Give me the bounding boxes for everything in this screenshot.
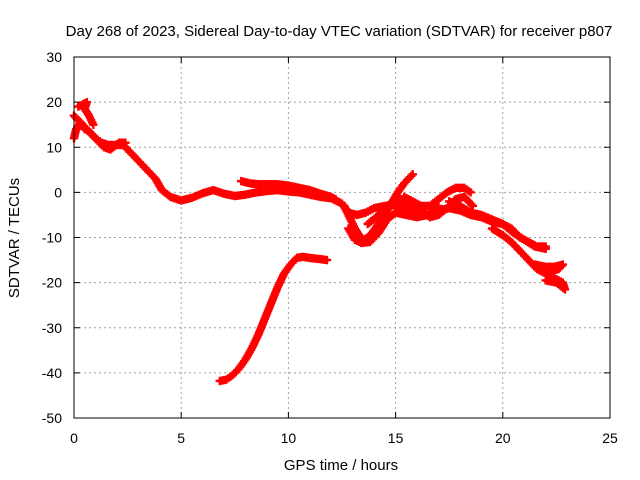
- plot-frame: [73, 56, 611, 419]
- data-point: [89, 120, 98, 129]
- series-upper-band: [237, 176, 340, 204]
- series-early-scatter: [69, 118, 130, 154]
- data-point: [408, 170, 417, 179]
- y-tick-label: -50: [42, 410, 62, 426]
- y-tick-label: -10: [42, 230, 62, 246]
- x-tick-label: 20: [495, 430, 511, 446]
- data-points: [69, 97, 570, 386]
- grid: [74, 57, 610, 418]
- series-upper-arc: [399, 183, 475, 211]
- x-tick-label: 5: [177, 430, 185, 446]
- series-low-arc: [215, 252, 332, 386]
- x-tick-label: 15: [388, 430, 404, 446]
- series-upper-wing-early: [74, 97, 98, 129]
- chart-title: Day 268 of 2023, Sidereal Day-to-day VTE…: [66, 23, 613, 40]
- y-tick-label: 0: [54, 184, 62, 200]
- data-point: [541, 244, 550, 253]
- data-point: [434, 201, 443, 211]
- series-late-band: [445, 197, 550, 253]
- y-tick-label: -30: [42, 320, 62, 336]
- data-point: [331, 194, 340, 204]
- y-tick-label: 30: [46, 49, 62, 65]
- y-axis-title: SDTVAR / TECUs: [6, 178, 23, 298]
- y-tick-label: -40: [42, 365, 62, 381]
- series-late-mid: [530, 260, 568, 276]
- y-tick-label: -20: [42, 275, 62, 291]
- x-tick-label: 10: [281, 430, 297, 446]
- x-axis-title: GPS time / hours: [284, 457, 398, 474]
- y-tick-label: 20: [46, 94, 62, 110]
- data-point: [466, 188, 475, 197]
- y-tick-label: 10: [46, 139, 62, 155]
- series-main-track: [69, 111, 550, 251]
- series-late-lower: [487, 224, 570, 294]
- data-point: [541, 276, 550, 285]
- x-tick-label: 25: [602, 430, 618, 446]
- data-point: [121, 138, 130, 147]
- series-dip-track-b: [344, 201, 443, 248]
- data-point: [322, 255, 332, 265]
- data-point: [468, 201, 477, 211]
- data-point: [545, 267, 555, 276]
- x-tick-label: 0: [70, 430, 78, 446]
